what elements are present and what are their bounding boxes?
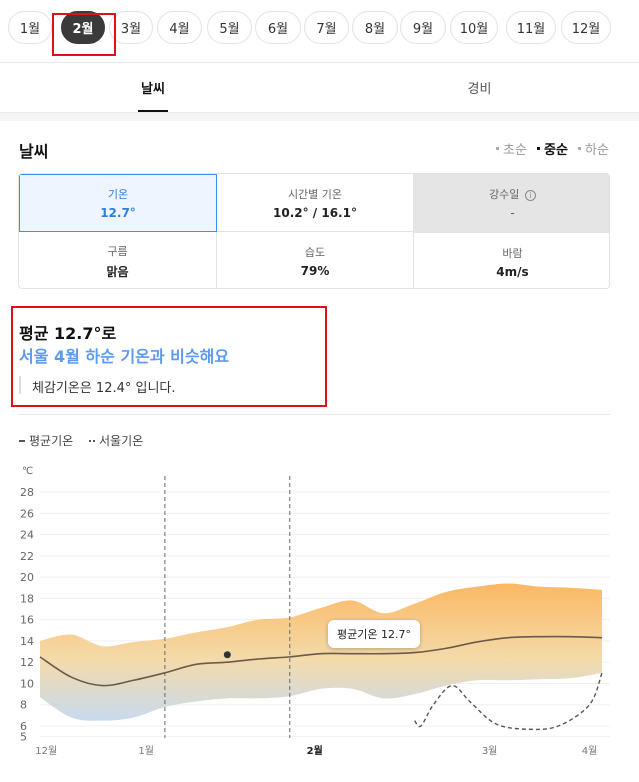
stat-humidity[interactable]: 습도 79% <box>217 232 414 288</box>
temperature-chart: ℃ 28 26 24 22 20 18 16 14 12 10 8 65 12월 1월 2월 3월 4월 <box>20 466 610 757</box>
stat-label: 강수일 <box>489 188 520 201</box>
weather-stats-grid: 기온 12.7° 시간별 기온 10.2° / 16.1° 강수일 i - 구름… <box>18 173 610 289</box>
period-early[interactable]: 초순 <box>496 139 527 158</box>
tab-weather[interactable]: 날씨 <box>141 81 165 97</box>
chart-tooltip: 평균기온 12.7° <box>328 620 420 648</box>
series-avg-line <box>39 635 603 687</box>
month-chip-6[interactable]: 6월 <box>255 11 301 44</box>
stat-hourly-temperature[interactable]: 시간별 기온 10.2° / 16.1° <box>217 174 414 232</box>
stat-cloud[interactable]: 구름 맑음 <box>19 232 217 288</box>
y-tick-label: 18 <box>20 592 34 605</box>
y-tick-label: 20 <box>20 571 34 584</box>
stat-value: 10.2° / 16.1° <box>273 205 357 220</box>
x-tick-label: 3월 <box>482 745 498 757</box>
month-chip-5[interactable]: 5월 <box>207 11 252 44</box>
y-tick-label: 26 <box>20 507 34 520</box>
legend-seoul: 서울기온 <box>89 432 143 449</box>
x-tick-label: 2월 <box>307 745 323 757</box>
solid-line-icon <box>19 439 25 442</box>
stat-rain-days[interactable]: 강수일 i - <box>414 174 609 232</box>
stat-value: 12.7° <box>100 206 136 220</box>
period-late[interactable]: 하순 <box>578 139 609 158</box>
avg-marker-point <box>223 651 231 659</box>
y-axis-unit: ℃ <box>22 466 33 477</box>
month-chip-10[interactable]: 10월 <box>450 11 498 44</box>
y-tick-label: 12 <box>20 656 34 669</box>
y-tick-label: 24 <box>20 529 34 542</box>
month-chip-12[interactable]: 12월 <box>561 11 611 44</box>
y-tick-label: 6 <box>20 720 27 733</box>
month-chip-4[interactable]: 4월 <box>157 11 202 44</box>
x-tick-label: 1월 <box>138 745 154 757</box>
month-chip-8[interactable]: 8월 <box>352 11 398 44</box>
month-chip-7[interactable]: 7월 <box>304 11 349 44</box>
y-tick-label: 16 <box>20 614 34 627</box>
stat-label: 바람 <box>502 246 523 260</box>
stat-wind[interactable]: 바람 4m/s <box>414 232 609 288</box>
summary-subtitle: 서울 4월 하순 기온과 비슷해요 <box>19 347 230 366</box>
summary-title: 평균 12.7°로 <box>19 324 117 343</box>
divider <box>18 414 610 415</box>
stat-label: 시간별 기온 <box>287 187 343 201</box>
section-separator <box>0 113 639 121</box>
info-icon[interactable]: i <box>524 189 536 201</box>
month-chip-11[interactable]: 11월 <box>506 11 556 44</box>
section-title: 날씨 <box>19 142 49 161</box>
stat-value: 4m/s <box>496 264 529 279</box>
quote-bar <box>19 376 21 394</box>
x-tick-label: 12월 <box>35 745 57 757</box>
month-chip-1[interactable]: 1월 <box>8 11 52 44</box>
month-chip-9[interactable]: 9월 <box>400 11 446 44</box>
y-tick-label: 14 <box>20 635 34 648</box>
stat-label: 구름 <box>107 244 128 258</box>
y-tick-label: 5 <box>20 731 27 744</box>
y-tick-label: 28 <box>20 486 34 499</box>
dashed-line-icon <box>89 439 95 442</box>
month-chip-3[interactable]: 3월 <box>109 11 153 44</box>
tab-expense[interactable]: 경비 <box>467 81 492 97</box>
stat-value: 맑음 <box>106 264 129 279</box>
y-tick-label: 8 <box>20 699 27 712</box>
month-selector: 1월 2월 3월 4월 5월 6월 7월 8월 9월 10월 11월 12월 <box>0 0 639 62</box>
divider <box>0 112 639 113</box>
period-mid[interactable]: 중순 <box>537 139 568 158</box>
stat-value: 79% <box>300 264 330 278</box>
stat-temperature[interactable]: 기온 12.7° <box>19 174 217 232</box>
x-tick-label: 4월 <box>582 745 598 757</box>
month-chip-2[interactable]: 2월 <box>61 11 105 44</box>
temperature-range-band <box>40 583 602 721</box>
y-tick-label: 10 <box>20 677 34 690</box>
tab-underline <box>138 110 168 112</box>
legend-avg: 평균기온 <box>19 432 73 449</box>
y-tick-label: 22 <box>20 550 34 563</box>
divider <box>0 62 639 63</box>
feels-like-text: 체감기온은 12.4° 입니다. <box>32 381 176 396</box>
stat-value: - <box>510 206 515 220</box>
stat-label: 기온 <box>107 188 129 201</box>
stat-label: 습도 <box>304 246 326 259</box>
